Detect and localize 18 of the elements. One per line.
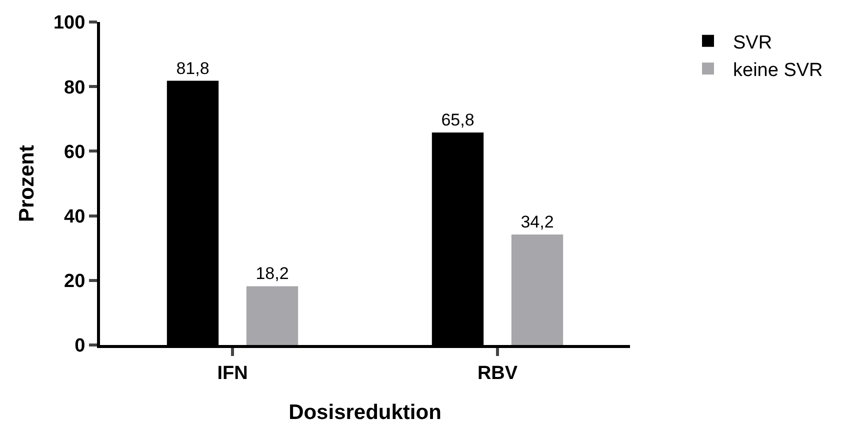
y-tick-label: 80 <box>64 77 86 98</box>
data-label: 81,8 <box>176 58 210 78</box>
data-label: 18,2 <box>256 264 289 284</box>
x-tick-label: IFN <box>217 362 248 384</box>
y-tick-label: 0 <box>74 336 86 357</box>
legend-label: keine SVR <box>733 60 823 81</box>
y-tick-label: 60 <box>64 142 86 163</box>
y-axis-title: Prozent <box>16 144 39 222</box>
bar <box>511 234 564 345</box>
bar <box>246 286 298 345</box>
y-tick-label: 100 <box>53 12 86 34</box>
data-label: 34,2 <box>520 212 554 232</box>
legend-label: SVR <box>733 32 772 54</box>
y-tick-label: 20 <box>64 271 86 292</box>
x-tick-label: RBV <box>477 362 518 384</box>
y-tick-label: 40 <box>64 206 86 228</box>
x-axis-title: Dosisreduktion <box>288 401 442 424</box>
data-label: 65,8 <box>441 110 474 130</box>
